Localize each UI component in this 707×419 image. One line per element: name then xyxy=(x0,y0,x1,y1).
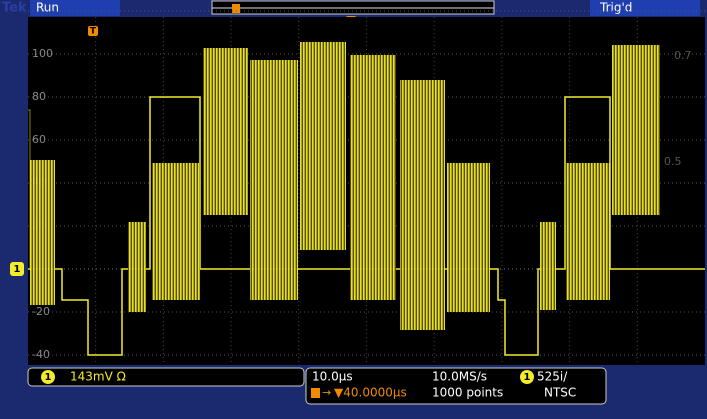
brand: Tek xyxy=(2,1,27,16)
signal-burst xyxy=(612,45,660,215)
trigger-source: 1 xyxy=(524,372,531,383)
video-standard: NTSC xyxy=(544,386,576,400)
trigger-marker-label: T xyxy=(90,27,97,37)
channel-icon-label: 1 xyxy=(45,372,52,383)
channel-icon xyxy=(41,370,55,384)
graticule-label: 80 xyxy=(32,90,46,103)
right-label: 0.7 xyxy=(674,49,692,62)
video-format: 525i/ xyxy=(537,370,568,384)
timebase: 10.0µs xyxy=(312,370,353,384)
channel-readout xyxy=(27,367,305,387)
signal-burst xyxy=(250,60,298,300)
trigger-position: ▼40.0000µs xyxy=(334,386,407,400)
trig-box xyxy=(590,0,700,16)
record-trigger xyxy=(232,4,240,13)
signal-burst xyxy=(400,80,445,330)
record-length: 1000 points xyxy=(432,386,503,400)
signal-burst xyxy=(30,160,55,305)
trigger-status: Trig'd xyxy=(599,1,632,15)
graticule-label: 60 xyxy=(32,133,46,146)
signal-burst xyxy=(350,55,396,300)
channel-marker-label: 1 xyxy=(14,264,21,275)
graticule-label: 100 xyxy=(32,47,53,60)
right-label: 0.5 xyxy=(664,155,682,168)
signal-burst xyxy=(152,163,200,300)
trigger-pos-arrow: → xyxy=(322,386,331,399)
trigger-source-icon xyxy=(520,370,534,384)
graticule-label: -40 xyxy=(32,348,50,361)
graticule-label: -20 xyxy=(32,305,50,318)
signal-burst xyxy=(300,42,346,250)
signal-burst xyxy=(203,48,248,215)
channel-marker xyxy=(10,262,24,276)
signal-burst xyxy=(447,163,490,312)
trigger-pos-icon xyxy=(311,388,320,398)
acq-state: Run xyxy=(36,1,59,15)
run-box xyxy=(30,0,120,16)
sample-rate: 10.0MS/s xyxy=(432,370,487,384)
trigger-marker xyxy=(88,26,98,36)
vertical-scale: 143mV Ω xyxy=(70,370,126,384)
signal-burst xyxy=(566,163,610,300)
signal-burst xyxy=(540,222,556,310)
signal-burst xyxy=(128,222,146,312)
